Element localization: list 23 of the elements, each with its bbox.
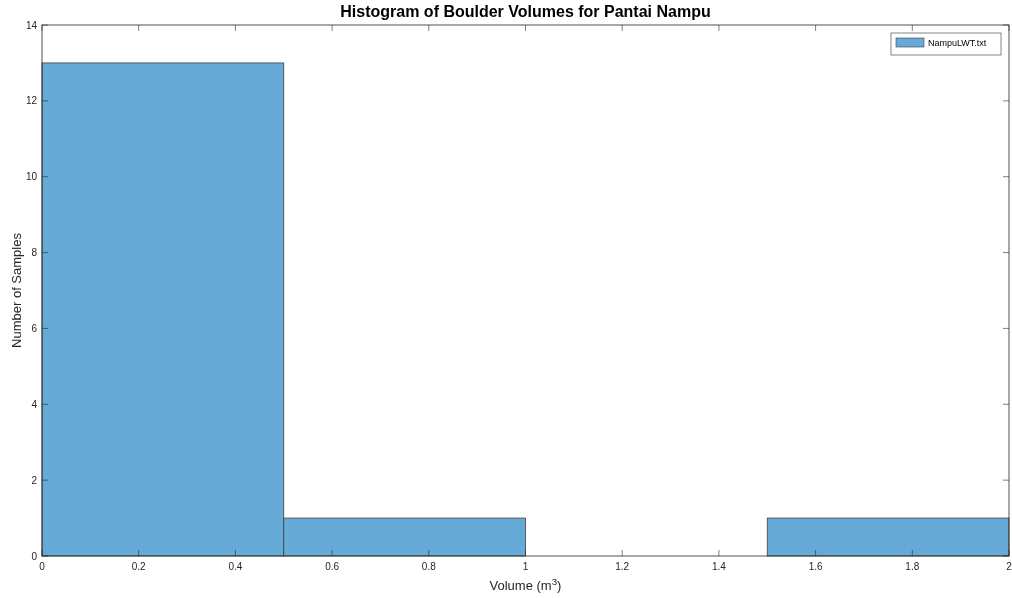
x-tick-label: 1 xyxy=(522,561,529,572)
x-tick-label: 1.6 xyxy=(808,561,823,572)
x-tick-label: 1.8 xyxy=(905,561,920,572)
x-tick-label: 0.2 xyxy=(131,561,147,572)
y-axis-title: Number of Samples xyxy=(9,232,24,348)
y-tick-label: 4 xyxy=(31,398,38,410)
x-tick-label: 1.2 xyxy=(615,561,630,572)
y-tick-label: 14 xyxy=(25,19,38,31)
y-tick-label: 8 xyxy=(31,247,38,259)
y-tick-label: 12 xyxy=(25,95,38,107)
x-tick-label: 0 xyxy=(39,561,46,572)
x-tick-label: 0.8 xyxy=(421,561,437,572)
y-tick-label: 6 xyxy=(31,322,38,334)
x-axis-title: Volume (m$^{3}$) xyxy=(489,575,562,593)
y-tick-label: 0 xyxy=(31,550,38,562)
x-tick-label: 1.4 xyxy=(711,561,727,572)
legend-label: NampuLWT.txt xyxy=(928,38,987,48)
x-tick-label: 0.4 xyxy=(228,561,243,572)
x-tick-label: 0.6 xyxy=(325,561,340,572)
y-tick-label: 10 xyxy=(25,171,38,183)
chart-title: Histogram of Boulder Volumes for Pantai Nampu xyxy=(340,3,711,20)
y-tick-label: 2 xyxy=(31,474,38,486)
x-tick-label: 2 xyxy=(1006,561,1012,572)
